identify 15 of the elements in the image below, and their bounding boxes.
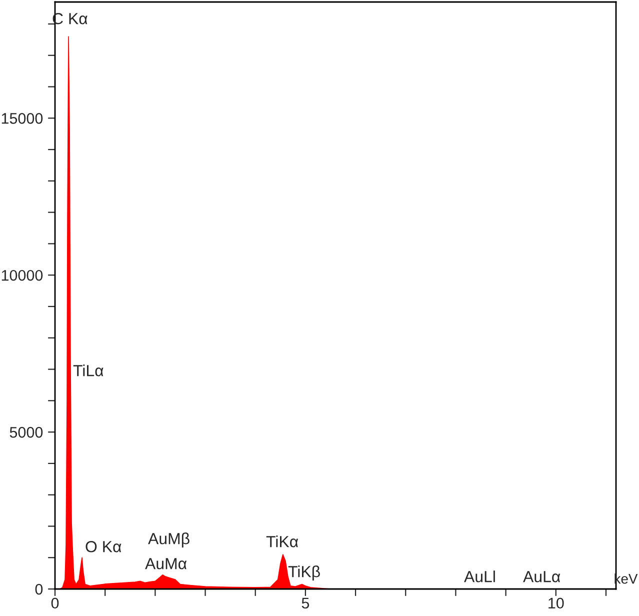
y-tick-label: 5000 xyxy=(10,426,43,438)
y-tick-label: 10000 xyxy=(2,270,43,281)
annotation: TiLα xyxy=(73,364,104,376)
x-tick-label: 0 xyxy=(51,598,59,609)
annotation: AuMα xyxy=(145,558,187,570)
x-tick-label: 10 xyxy=(548,598,564,609)
annotation: TiKα xyxy=(266,536,298,548)
x-tick-label: 5 xyxy=(302,598,310,609)
y-tick-label: 0 xyxy=(35,584,43,595)
annotation: O Kα xyxy=(86,540,122,552)
annotation: AuMβ xyxy=(148,532,190,548)
annotation: AuLl xyxy=(464,570,495,582)
y-tick-label: 15000 xyxy=(2,113,43,124)
annotation: AuLα xyxy=(523,571,560,582)
annotation: TiKβ xyxy=(288,566,320,580)
